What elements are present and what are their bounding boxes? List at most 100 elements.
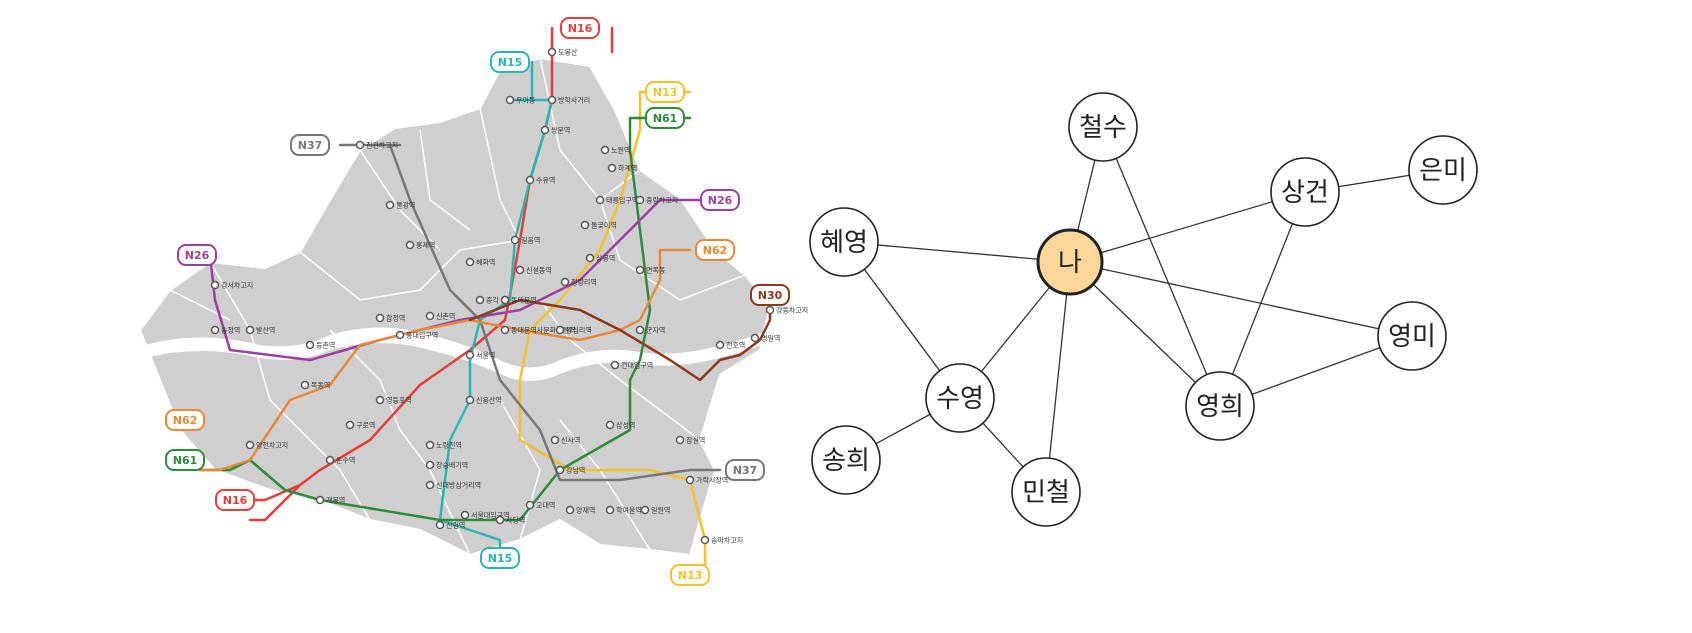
- stop-name: 사당역: [506, 516, 525, 525]
- stop-marker: [375, 313, 385, 323]
- stop-name: 서울역: [476, 351, 495, 360]
- stop-marker: [465, 395, 475, 405]
- stop-marker: [245, 440, 255, 450]
- stop-name: 도봉산: [558, 48, 578, 57]
- stop-name: 신사역: [561, 436, 580, 445]
- district-border: [599, 199, 746, 301]
- bus-stop: 신사역: [550, 436, 580, 445]
- route-badge-n62: N62: [165, 409, 205, 431]
- badge-label: N61: [653, 112, 678, 125]
- stop-name: 장승배기역: [436, 461, 468, 470]
- node-label: 수영: [936, 384, 984, 414]
- district-border: [419, 129, 471, 231]
- node-circle: [1011, 457, 1081, 527]
- node-circle: [1270, 157, 1340, 227]
- edge-me-sanggeon: [1069, 191, 1306, 263]
- stop-marker: [605, 420, 615, 430]
- bus-stop: 학여울역: [605, 506, 642, 515]
- node-mincheol: 민철: [1011, 457, 1081, 527]
- stop-name: 청량리역: [571, 278, 597, 287]
- bus-stop: 태릉입구역: [595, 196, 638, 205]
- badge-frame: [165, 409, 205, 431]
- bus-stop: 길음역: [510, 236, 540, 245]
- stop-marker: [585, 253, 595, 263]
- bus-stop: 홍제역: [405, 241, 435, 250]
- stop-name: 건대입구역: [621, 361, 653, 370]
- stop-name: 개봉역: [326, 496, 345, 505]
- network-edges: [843, 126, 1444, 493]
- badge-frame: [700, 189, 740, 211]
- stop-marker: [355, 140, 365, 150]
- stop-name: 천호역: [726, 341, 745, 350]
- stop-marker: [580, 220, 590, 230]
- badge-label: N62: [703, 244, 728, 257]
- bus-stop: 잠실역: [675, 436, 705, 445]
- stop-marker: [555, 325, 565, 335]
- stop-marker: [525, 175, 535, 185]
- stop-marker: [500, 295, 510, 305]
- bus-stop: 개봉역: [315, 495, 345, 505]
- node-circle: [811, 425, 881, 495]
- stop-marker: [425, 440, 435, 450]
- edge-me-hyeyeong: [843, 241, 1071, 263]
- node-me: 나: [1036, 228, 1104, 296]
- stop-marker: [635, 265, 645, 275]
- seoul-district-map-background: [138, 56, 772, 557]
- bus-stop: 강서차고지: [210, 281, 253, 290]
- stop-name: 합정역: [386, 314, 405, 323]
- badge-label: N13: [678, 569, 703, 582]
- center-node-circle: [1036, 228, 1104, 296]
- node-circle: [925, 363, 995, 433]
- badge-label: N15: [498, 56, 523, 69]
- district-border: [479, 107, 521, 241]
- badge-label: N16: [223, 494, 248, 507]
- node-circle: [1068, 92, 1138, 162]
- badge-label: N16: [568, 22, 593, 35]
- district-border: [209, 261, 301, 431]
- route-badge-n61: N61: [165, 449, 205, 471]
- bus-stop: 쌍문역: [540, 126, 570, 135]
- bus-stop: 송정역: [210, 326, 240, 335]
- stop-marker: [547, 47, 557, 57]
- stop-name: 잠실역: [686, 436, 705, 445]
- stop-name: 신설동역: [526, 266, 552, 275]
- stop-marker: [460, 510, 470, 520]
- stop-name: 양천차고지: [256, 441, 288, 450]
- badge-frame: [670, 564, 710, 586]
- stop-name: 목동역: [311, 381, 330, 390]
- stop-marker: [547, 95, 557, 105]
- seoul-outline: [138, 56, 772, 557]
- node-label: 은미: [1419, 156, 1467, 186]
- badge-frame: [215, 489, 255, 511]
- node-cheolsu: 철수: [1068, 92, 1138, 162]
- stop-marker: [500, 325, 510, 335]
- stop-marker: [465, 257, 475, 267]
- bus-stop: 양재역: [565, 506, 595, 515]
- bus-stop: 명일역: [750, 334, 780, 343]
- route-badge-n62: N62: [695, 239, 735, 261]
- stop-marker: [425, 480, 435, 490]
- stop-marker: [375, 395, 385, 405]
- node-circle: [809, 207, 879, 277]
- route-badges: N16 N15 N13 N61 N37 N26 N62 N30 N26 N62 N61 N16 N15 N…: [165, 17, 790, 586]
- district-border: [299, 239, 521, 301]
- badge-label: N26: [185, 249, 210, 262]
- stop-marker: [385, 200, 395, 210]
- route-badge-n13: N13: [645, 81, 685, 103]
- node-label: 나: [1058, 248, 1082, 278]
- stop-name: 노원역: [611, 146, 630, 155]
- bus-stop: 불광역: [385, 200, 415, 210]
- node-songhui: 송희: [811, 425, 881, 495]
- stop-marker: [505, 95, 515, 105]
- badge-label: N30: [758, 289, 783, 302]
- stop-name: 온수역: [336, 456, 355, 465]
- route-N62-line: [198, 248, 692, 472]
- stop-marker: [315, 495, 325, 505]
- node-label: 혜영: [820, 228, 868, 258]
- stop-name: 송파차고지: [711, 536, 743, 545]
- stop-name: 중랑차고지: [646, 196, 678, 205]
- badge-label: N15: [488, 552, 513, 565]
- bus-stop: 신촌역: [425, 312, 455, 321]
- bus-stop: 양천차고지: [245, 440, 288, 450]
